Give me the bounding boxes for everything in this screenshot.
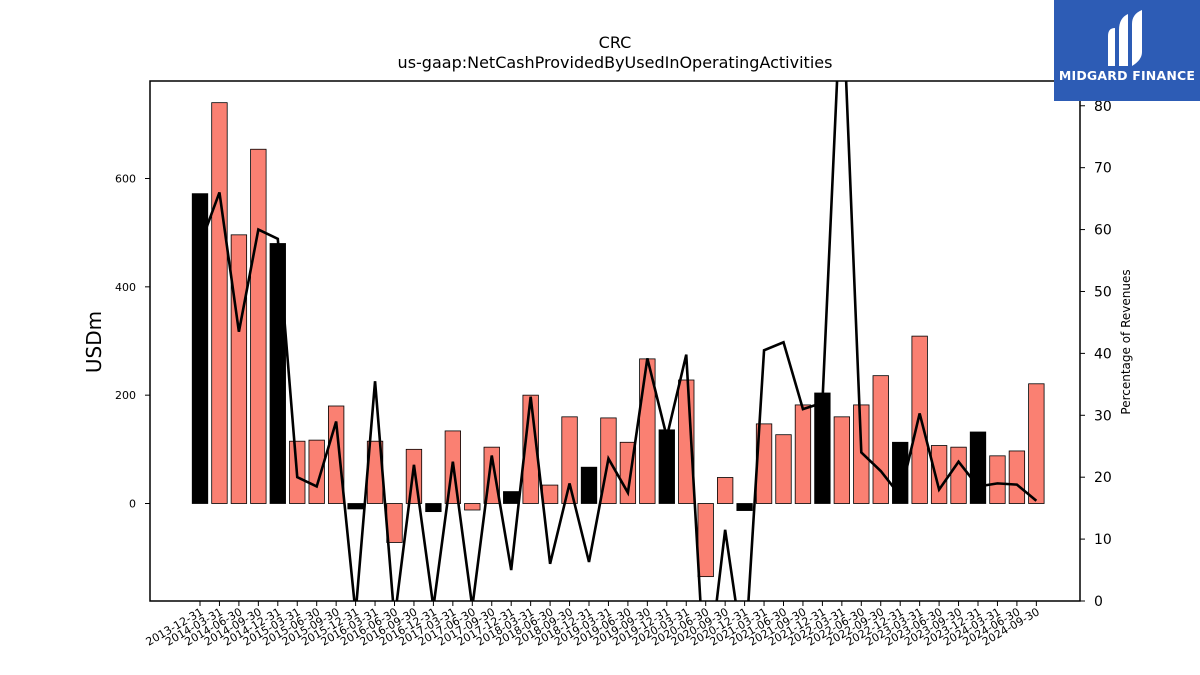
- y2-tick-label: 0: [1094, 594, 1103, 610]
- y2-tick-label: 10: [1094, 532, 1112, 548]
- bar-2018-12-31: [580, 466, 598, 504]
- bar-2023-03-31: [911, 335, 928, 504]
- y2-tick-label: 80: [1094, 99, 1112, 115]
- bar-2015-06-30: [308, 439, 325, 504]
- bar-2022-12-31: [892, 441, 909, 504]
- bar-2020-09-30: [717, 477, 734, 504]
- y-tick-label: 600: [115, 173, 136, 186]
- bar-2021-06-30: [775, 434, 792, 504]
- y2-tick-label: 20: [1094, 470, 1112, 486]
- bar-2023-06-30: [930, 445, 948, 504]
- bar-2018-09-30: [561, 416, 578, 504]
- bar-2018-06-30: [541, 484, 559, 504]
- percentage-line: [198, 81, 1038, 601]
- bar-2023-09-30: [950, 446, 967, 504]
- chart-title: CRC: [599, 33, 632, 52]
- percentage-line-layer: [198, 81, 1038, 601]
- y2-tick-label: 70: [1094, 161, 1112, 177]
- y2-tick-label: 50: [1094, 284, 1112, 300]
- midgard-finance-logo: MIDGARD FINANCE: [1054, 0, 1200, 101]
- bar-2014-03-31: [211, 102, 228, 504]
- bar-2014-09-30: [250, 148, 267, 504]
- bar-2020-06-30: [697, 503, 714, 578]
- y2-axis-label: Percentage of Revenues: [1119, 269, 1133, 414]
- bar-2014-12-31: [269, 243, 286, 504]
- logo-text: MIDGARD FINANCE: [1058, 68, 1196, 83]
- bar-2024-06-30: [1008, 450, 1026, 504]
- bar-2016-12-31: [425, 503, 442, 513]
- bar-2020-12-31: [736, 503, 753, 511]
- y-axis-label: USDm: [82, 311, 106, 373]
- bar-2024-09-30: [1028, 383, 1045, 504]
- plot-frame: [149, 80, 1081, 602]
- left-axis-ticks: 0 200 400 600: [115, 173, 150, 511]
- bar-2017-06-30: [464, 503, 481, 511]
- bar-2019-12-31: [658, 429, 675, 504]
- y-tick-label: 400: [115, 281, 136, 294]
- bar-2021-09-30: [794, 404, 812, 504]
- bar-2022-09-30: [872, 375, 889, 504]
- bar-2016-06-30: [386, 503, 403, 543]
- bar-2013-12-31: [191, 193, 209, 504]
- bar-2024-03-31: [989, 455, 1006, 504]
- chart-subtitle: us-gaap:NetCashProvidedByUsedInOperating…: [398, 53, 833, 72]
- bar-2022-03-31: [833, 416, 850, 504]
- x-axis-ticks: 2013-12-312014-03-312014-06-302014-09-30…: [144, 601, 1042, 649]
- bar-2015-12-31: [347, 503, 364, 510]
- y-tick-label: 0: [129, 498, 136, 511]
- bars-layer: [191, 102, 1045, 578]
- y2-tick-label: 40: [1094, 346, 1112, 362]
- right-axis-ticks: 0 10 20 30 40 50 60 70 80: [1080, 99, 1112, 610]
- bar-2014-06-30: [230, 234, 248, 504]
- y2-tick-label: 30: [1094, 408, 1112, 424]
- midgard-m-icon: [1108, 10, 1142, 66]
- y-tick-label: 200: [115, 389, 136, 402]
- bar-2021-12-31: [814, 392, 831, 504]
- bar-2023-12-31: [969, 431, 987, 504]
- y2-tick-label: 60: [1094, 223, 1112, 239]
- bar-2015-09-30: [327, 405, 345, 504]
- bar-2017-12-31: [503, 491, 520, 504]
